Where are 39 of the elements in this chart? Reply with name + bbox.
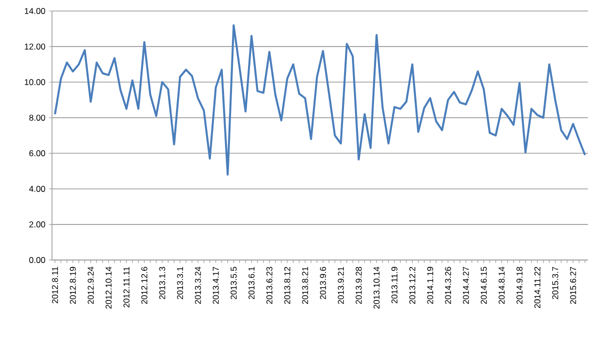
x-tick-label: 2013.4.17 xyxy=(212,266,219,304)
x-tick-label: 2014.1.19 xyxy=(427,266,434,304)
y-tick-label: 6.00 xyxy=(29,150,46,156)
x-tick-label: 2012.12.6 xyxy=(141,266,148,304)
x-tick-label: 2012.10.14 xyxy=(106,266,112,309)
x-tick-label: 2014.6.15 xyxy=(480,266,487,304)
x-tick-label: 2013.9.21 xyxy=(338,266,344,304)
x-tick-label: 2015.6.27 xyxy=(570,266,576,304)
y-tick-label: 10.00 xyxy=(24,79,46,86)
x-tick-label: 2013.3.24 xyxy=(194,266,201,304)
x-tick-label: 2013.6.23 xyxy=(266,266,272,304)
y-tick-label: 2.00 xyxy=(29,221,46,228)
x-tick-label: 2013.1.3 xyxy=(159,266,166,300)
x-tick-label: 2013.9.28 xyxy=(356,266,362,304)
y-tick-label: 4.00 xyxy=(29,186,46,192)
x-tick-label: 2013.6.1 xyxy=(248,266,255,300)
x-tick-label: 2012.9.24 xyxy=(88,266,94,304)
x-tick-label: 2013.9.6 xyxy=(320,266,326,300)
x-tick-label: 2013.11.9 xyxy=(391,266,398,304)
x-tick-label: 2012.11.11 xyxy=(123,266,130,308)
line-series xyxy=(54,24,586,176)
x-tick-label: 2013.8.12 xyxy=(284,266,290,304)
y-tick-label: 0.00 xyxy=(29,256,46,263)
x-tick-label: 2015.3.7 xyxy=(552,266,558,300)
y-tick-label: 14.00 xyxy=(24,8,46,14)
x-tick-label: 2014.3.26 xyxy=(445,266,452,304)
x-tick-label: 2013.10.14 xyxy=(374,266,380,309)
x-tick-label: 2014.8.14 xyxy=(498,266,505,304)
x-tick-label: 2013.5.5 xyxy=(230,266,237,300)
x-tick-label: 2012.8.19 xyxy=(70,266,76,304)
x-tick-label: 2013.8.21 xyxy=(302,266,308,304)
x-tick-label: 2014.11.22 xyxy=(534,266,540,308)
x-tick-label: 2013.3.1 xyxy=(177,266,184,300)
y-tick-label: 12.00 xyxy=(24,44,46,50)
x-tick-label: 2014.9.18 xyxy=(516,266,523,304)
x-tick-label: 2014.4.27 xyxy=(462,266,469,304)
x-tick-label: 2012.8.11 xyxy=(52,266,58,304)
x-tick-label: 2013.12.2 xyxy=(409,266,416,304)
y-tick-label: 8.00 xyxy=(29,114,46,121)
